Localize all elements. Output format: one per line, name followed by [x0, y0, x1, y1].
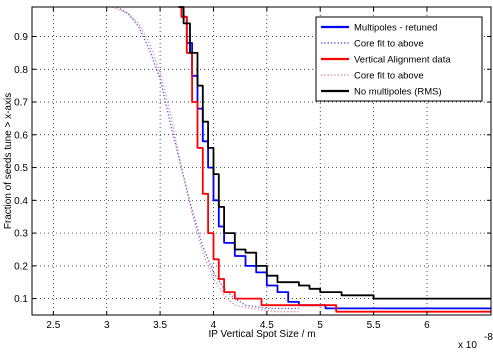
legend-label-4: Core fit to above: [354, 71, 424, 82]
y-tick-label: 0.9: [14, 32, 28, 43]
x-exponent-power: -8: [484, 332, 493, 343]
legend-label-1: Multipoles - retuned: [354, 23, 437, 34]
y-tick-label: 0.5: [14, 163, 28, 174]
y-tick-label: 0.4: [14, 196, 28, 207]
y-tick-label: 0.2: [14, 261, 28, 272]
x-axis-title: IP Vertical Spot Size / m: [208, 329, 315, 340]
legend-label-3: Vertical Alignment data: [354, 55, 451, 66]
axis-ticks: 2.5 3 3.5 4 4.5 5 5.5 6 0.1 0.2 0.3 0.4 0.5 0.6 0.7 0.8…: [14, 7, 491, 331]
y-tick-label: 0.6: [14, 130, 28, 141]
plot-frame: [31, 6, 492, 316]
x-tick-label: 5: [317, 320, 323, 331]
x-tick-label: 3.5: [153, 320, 167, 331]
legend: Multipoles - retuned Core fit to above Ver…: [315, 16, 483, 102]
y-tick-label: 0.3: [14, 229, 28, 240]
x-tick-label: 3: [104, 320, 110, 331]
x-tick-label: 4: [211, 320, 217, 331]
series-line-5: [179, 6, 491, 300]
x-tick-label: 4.5: [260, 320, 274, 331]
grid: [32, 7, 491, 315]
legend-label-2: Core fit to above: [354, 39, 424, 50]
y-tick-label: 0.1: [14, 294, 28, 305]
x-tick-label: 5.5: [367, 320, 381, 331]
series-line-4: [111, 6, 299, 313]
y-axis-title: Fraction of seeds tune > x-axis: [3, 93, 14, 229]
legend-label-5: No multipoles (RMS): [354, 87, 442, 98]
y-tick-label: 0.8: [14, 65, 28, 76]
y-tick-label: 0.7: [14, 98, 28, 109]
series-lines: [111, 6, 491, 313]
x-tick-label: 2.5: [46, 320, 60, 331]
x-exponent-label: x 10: [458, 340, 477, 351]
x-tick-label: 6: [424, 320, 430, 331]
